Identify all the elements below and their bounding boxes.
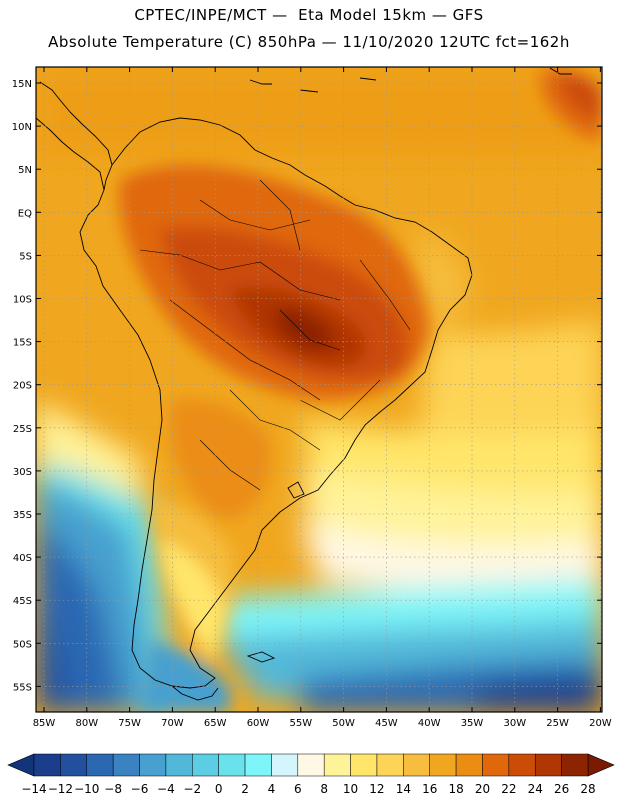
colorbar-label: −12 [48,782,73,796]
colorbar-low-arrow [7,753,35,777]
colorbar-label: 20 [475,782,490,796]
lat-label-55S: 55S [13,682,32,693]
lon-label-40W: 40W [418,718,441,729]
colorbar-label: 6 [294,782,302,796]
colorbar-swatch [244,753,272,777]
lon-label-55W: 55W [289,718,312,729]
lon-label-75W: 75W [118,718,141,729]
colorbar-swatch [60,753,88,777]
colorbar-label: 12 [369,782,384,796]
colorbar-swatch [429,753,457,777]
colorbar-swatch [561,753,589,777]
colorbar-swatch [297,753,325,777]
colorbar-label: −6 [131,782,149,796]
colorbar-label: 22 [501,782,516,796]
lat-label-15S: 15S [13,338,32,349]
lon-label-50W: 50W [332,718,355,729]
colorbar-label: 24 [528,782,543,796]
colorbar-label: 4 [268,782,276,796]
temperature-map: 15N 10N 5N EQ 5S 10S 15S 20S 25S 30S 35S 40S 45S 50S 5… [12,66,612,729]
colorbar-label: −14 [21,782,46,796]
colorbar-labels: −14 −12 −10 −8 −6 −4 −2 0 2 4 6 8 10 12 14 16 18 20 22 24 26… [21,782,595,796]
lon-label-65W: 65W [204,718,227,729]
colorbar-swatch [455,753,483,777]
colorbar-swatch [112,753,140,777]
colorbar-label: −2 [183,782,201,796]
colorbar-swatch [482,753,510,777]
lat-label-5S: 5S [19,251,32,262]
colorbar-label: 16 [422,782,437,796]
colorbar-label: −10 [74,782,99,796]
lon-label-20W: 20W [589,718,612,729]
lon-label-30W: 30W [503,718,526,729]
lat-label-30S: 30S [13,467,32,478]
colorbar-label: 26 [554,782,569,796]
central-america-north [36,117,105,191]
colorbar-swatch [534,753,562,777]
map-title-line2: Absolute Temperature (C) 850hPa — 11/10/… [48,33,570,51]
longitude-labels: 85W 80W 75W 70W 65W 60W 55W 50W 45W 40W 35W 30W 25W 2… [33,718,612,729]
colorbar-swatch [350,753,378,777]
lon-label-25W: 25W [546,718,569,729]
colorbar-swatch [218,753,246,777]
colorbar-swatch [323,753,351,777]
map-frame [35,66,603,713]
latitude-labels: 15N 10N 5N EQ 5S 10S 15S 20S 25S 30S 35S 40S 45S 50S 5… [12,79,32,693]
colorbar-swatch [271,753,299,777]
colorbar-swatches [7,753,615,777]
lat-label-20S: 20S [13,381,32,392]
colorbar-label: −4 [157,782,175,796]
lat-label-10N: 10N [12,122,32,133]
falkland-islands [246,651,276,663]
south-america-coastline [79,117,473,689]
map-title-line1: CPTEC/INPE/MCT — Eta Model 15km — GFS [134,6,484,24]
lat-label-35S: 35S [13,510,32,521]
colorbar-label: 0 [215,782,223,796]
colorbar-label: 18 [448,782,463,796]
lon-label-80W: 80W [75,718,98,729]
country-borders [139,179,411,491]
axis-ticks [36,67,602,712]
colorbar: −14 −12 −10 −8 −6 −4 −2 0 2 4 6 8 10 12 14 16 18 20 22 24 26… [7,753,615,796]
colorbar-swatch [165,753,193,777]
colorbar-label: −8 [104,782,122,796]
lat-label-15N: 15N [12,79,32,90]
colorbar-swatch [33,753,61,777]
temperature-field [36,67,602,712]
colorbar-label: 28 [580,782,595,796]
central-america-coastline [39,81,113,166]
caribbean-islands [249,67,572,93]
colorbar-swatch [376,753,404,777]
lat-label-50S: 50S [13,639,32,650]
colorbar-swatch [139,753,167,777]
lon-label-45W: 45W [375,718,398,729]
lat-label-10S: 10S [13,295,32,306]
colorbar-swatch [192,753,219,777]
lat-label-5N: 5N [18,165,32,176]
colorbar-swatch [508,753,536,777]
colorbar-label: 14 [396,782,411,796]
colorbar-high-arrow [587,753,615,777]
tierra-del-fuego [171,685,219,701]
lat-label-45S: 45S [13,596,32,607]
colorbar-label: 2 [241,782,249,796]
colorbar-label: 8 [320,782,328,796]
lat-label-25S: 25S [13,424,32,435]
lagoa-dos-patos [287,481,305,499]
coastlines [36,67,572,701]
lat-label-EQ: EQ [18,208,32,219]
lon-label-70W: 70W [161,718,184,729]
lon-label-60W: 60W [247,718,270,729]
lat-label-40S: 40S [13,553,32,564]
lon-label-35W: 35W [461,718,484,729]
colorbar-swatch [403,753,430,777]
colorbar-swatch [86,753,114,777]
colorbar-label: 10 [343,782,358,796]
lon-label-85W: 85W [33,718,56,729]
